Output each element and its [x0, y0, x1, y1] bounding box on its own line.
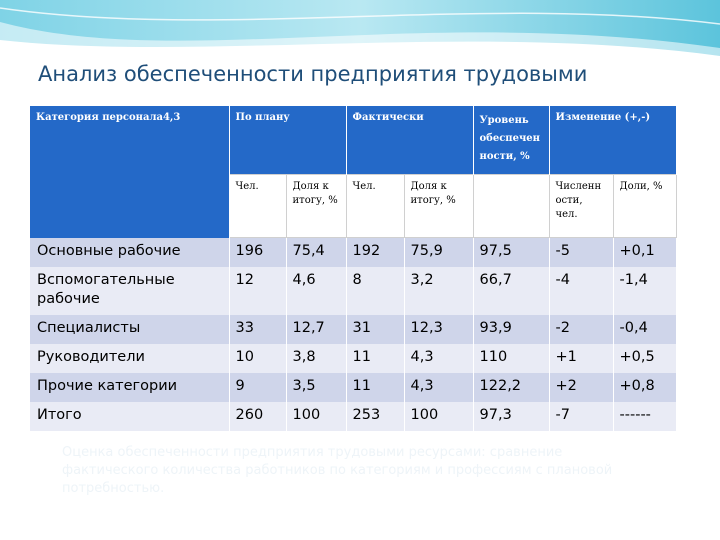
cell-plan-people: 260 [229, 402, 287, 431]
cell-actual-people: 8 [346, 267, 405, 315]
cell-actual-share: 4,3 [404, 344, 474, 373]
table-row: Руководители 10 3,8 11 4,3 110 +1 +0,5 [30, 344, 677, 373]
cell-change-count: -5 [549, 237, 614, 267]
header-level: Уровень обеспечен ности, % [473, 106, 550, 175]
cell-change-share: +0,8 [613, 373, 677, 402]
header-change: Изменение (+,-) [549, 106, 677, 175]
subheader-level-blank [472, 174, 550, 238]
cell-plan-people: 12 [229, 267, 287, 315]
cell-change-share: +0,5 [613, 344, 677, 373]
cell-actual-people: 192 [346, 237, 405, 267]
cell-actual-people: 253 [346, 402, 405, 431]
cell-actual-share: 75,9 [404, 237, 474, 267]
cell-change-count: +2 [549, 373, 614, 402]
decorative-wave-header [0, 0, 720, 60]
subheader-actual-people: Чел. [345, 174, 405, 238]
cell-actual-people: 11 [346, 373, 405, 402]
subheader-plan-share: Доля к итогу, % [285, 174, 347, 238]
subheader-actual-share: Доля к итогу, % [403, 174, 474, 238]
cell-level: 110 [473, 344, 550, 373]
cell-actual-share: 3,2 [404, 267, 474, 315]
staffing-table: Категория персонала4,3 По плану Фактичес… [30, 106, 677, 431]
cell-plan-share: 3,8 [286, 344, 347, 373]
cell-category: Итого [30, 402, 230, 431]
cell-category: Прочие категории [30, 373, 230, 402]
cell-level: 66,7 [473, 267, 550, 315]
cell-category: Вспомогательные рабочие [30, 267, 230, 315]
cell-plan-share: 3,5 [286, 373, 347, 402]
table-row: Вспомогательные рабочие 12 4,6 8 3,2 66,… [30, 267, 677, 315]
cell-actual-share: 4,3 [404, 373, 474, 402]
cell-plan-people: 196 [229, 237, 287, 267]
cell-change-share: ------ [613, 402, 677, 431]
page-title: Анализ обеспеченности предприятия трудов… [38, 62, 588, 86]
cell-plan-share: 100 [286, 402, 347, 431]
table-row: Специалисты 33 12,7 31 12,3 93,9 -2 -0,4 [30, 315, 677, 344]
cell-level: 97,3 [473, 402, 550, 431]
cell-level: 122,2 [473, 373, 550, 402]
cell-change-count: -2 [549, 315, 614, 344]
header-category: Категория персонала4,3 [30, 106, 230, 238]
cell-level: 97,5 [473, 237, 550, 267]
cell-change-share: -1,4 [613, 267, 677, 315]
subheader-plan-people: Чел. [228, 174, 287, 238]
cell-change-count: -7 [549, 402, 614, 431]
table-subheader-row: Чел. Доля к итогу, % Чел. Доля к итогу, … [30, 174, 677, 238]
cell-plan-people: 33 [229, 315, 287, 344]
cell-actual-share: 100 [404, 402, 474, 431]
cell-change-share: +0,1 [613, 237, 677, 267]
cell-plan-share: 12,7 [286, 315, 347, 344]
cell-plan-people: 9 [229, 373, 287, 402]
cell-actual-people: 31 [346, 315, 405, 344]
cell-category: Основные рабочие [30, 237, 230, 267]
staffing-table-container: Категория персонала4,3 По плану Фактичес… [30, 106, 677, 431]
cell-change-count: -4 [549, 267, 614, 315]
table-row: Основные рабочие 196 75,4 192 75,9 97,5 … [30, 237, 677, 267]
header-plan: По плану [229, 106, 347, 175]
subheader-change-share: Доли, % [612, 174, 677, 238]
subheader-change-count: Численн ости, чел. [548, 174, 614, 238]
table-header-row: Категория персонала4,3 По плану Фактичес… [30, 106, 677, 238]
cell-category: Специалисты [30, 315, 230, 344]
cell-plan-share: 75,4 [286, 237, 347, 267]
faint-footnote-text: Оценка обеспеченности предприятия трудов… [62, 445, 613, 496]
cell-actual-people: 11 [346, 344, 405, 373]
table-row-total: Итого 260 100 253 100 97,3 -7 ------ [30, 402, 677, 431]
cell-plan-people: 10 [229, 344, 287, 373]
cell-change-share: -0,4 [613, 315, 677, 344]
header-actual: Фактически [346, 106, 474, 175]
cell-change-count: +1 [549, 344, 614, 373]
cell-category: Руководители [30, 344, 230, 373]
cell-level: 93,9 [473, 315, 550, 344]
cell-plan-share: 4,6 [286, 267, 347, 315]
table-row: Прочие категории 9 3,5 11 4,3 122,2 +2 +… [30, 373, 677, 402]
cell-actual-share: 12,3 [404, 315, 474, 344]
